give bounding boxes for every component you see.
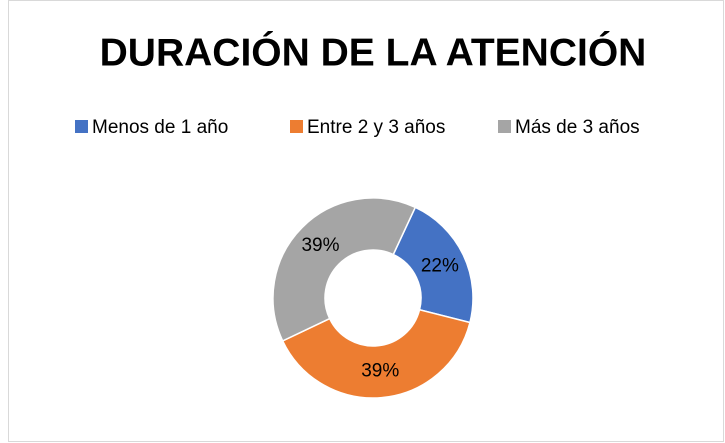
data-label: 39% bbox=[361, 361, 399, 382]
legend-swatch bbox=[75, 120, 88, 133]
data-label: 39% bbox=[301, 235, 339, 256]
slice bbox=[392, 206, 474, 324]
slice bbox=[281, 308, 471, 399]
chart-title: DURACIÓN DE LA ATENCIÓN bbox=[100, 30, 647, 74]
legend-label: Menos de 1 año bbox=[92, 117, 228, 138]
legend-label: Más de 3 años bbox=[515, 117, 640, 138]
legend-label: Entre 2 y 3 años bbox=[307, 117, 445, 138]
data-label: 22% bbox=[421, 255, 459, 276]
legend-swatch bbox=[498, 120, 511, 133]
legend-swatch bbox=[290, 120, 303, 133]
slice bbox=[272, 197, 417, 342]
